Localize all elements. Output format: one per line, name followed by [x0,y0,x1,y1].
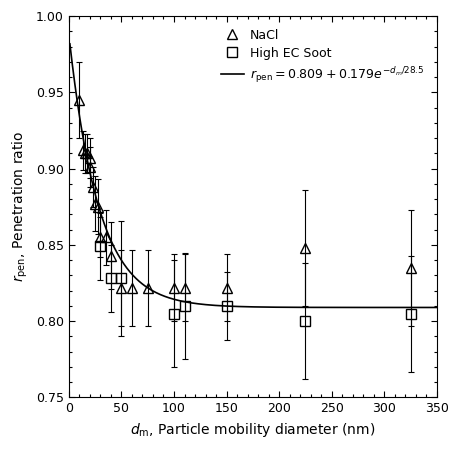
Legend: NaCl, High EC Soot, $r_\mathrm{pen} = 0.809 + 0.179e^{-d_m/28.5}$: NaCl, High EC Soot, $r_\mathrm{pen} = 0.… [214,22,430,91]
Y-axis label: $r_\mathrm{pen}$, Penetration ratio: $r_\mathrm{pen}$, Penetration ratio [11,131,30,283]
X-axis label: $d_\mathrm{m}$, Particle mobility diameter (nm): $d_\mathrm{m}$, Particle mobility diamet… [130,421,375,439]
